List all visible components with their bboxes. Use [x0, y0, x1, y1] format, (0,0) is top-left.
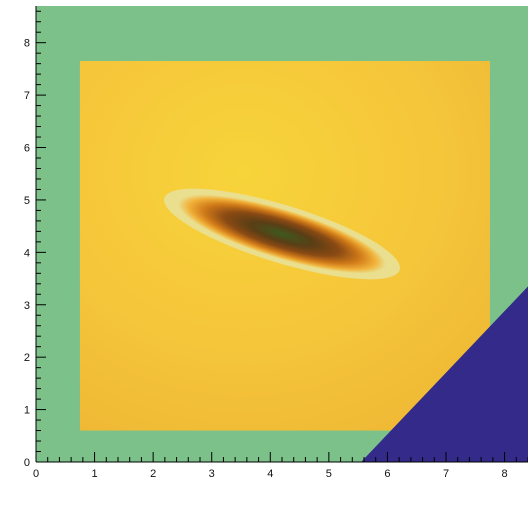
- y-tick-label: 7: [24, 90, 30, 102]
- peak-ellipse: [178, 194, 386, 274]
- x-tick-label: 0: [33, 468, 39, 480]
- y-tick-label: 5: [24, 195, 30, 207]
- x-tick-label: 4: [267, 468, 273, 480]
- axes: 0 1 2 3 4 5 6 7 8 0 1 2 3 4 5 6 7 8: [24, 6, 528, 480]
- y-tick-label: 8: [24, 38, 30, 50]
- x-tick-label: 8: [502, 468, 508, 480]
- y-tick-label: 0: [24, 457, 30, 469]
- y-tick-label: 4: [24, 247, 30, 259]
- x-tick-label: 5: [326, 468, 332, 480]
- x-tick-label: 1: [92, 468, 98, 480]
- y-tick-label: 2: [24, 352, 30, 364]
- x-tick-label: 3: [209, 468, 215, 480]
- y-tick-label: 3: [24, 300, 30, 312]
- x-tick-label: 7: [443, 468, 449, 480]
- x-tick-label: 6: [384, 468, 390, 480]
- y-tick-label: 1: [24, 405, 30, 417]
- y-ticks: 0 1 2 3 4 5 6 7 8: [24, 10, 46, 469]
- x-ticks: 0 1 2 3 4 5 6 7 8: [33, 452, 528, 480]
- y-tick-label: 6: [24, 143, 30, 155]
- x-tick-label: 2: [150, 468, 156, 480]
- corner-region: [361, 286, 528, 462]
